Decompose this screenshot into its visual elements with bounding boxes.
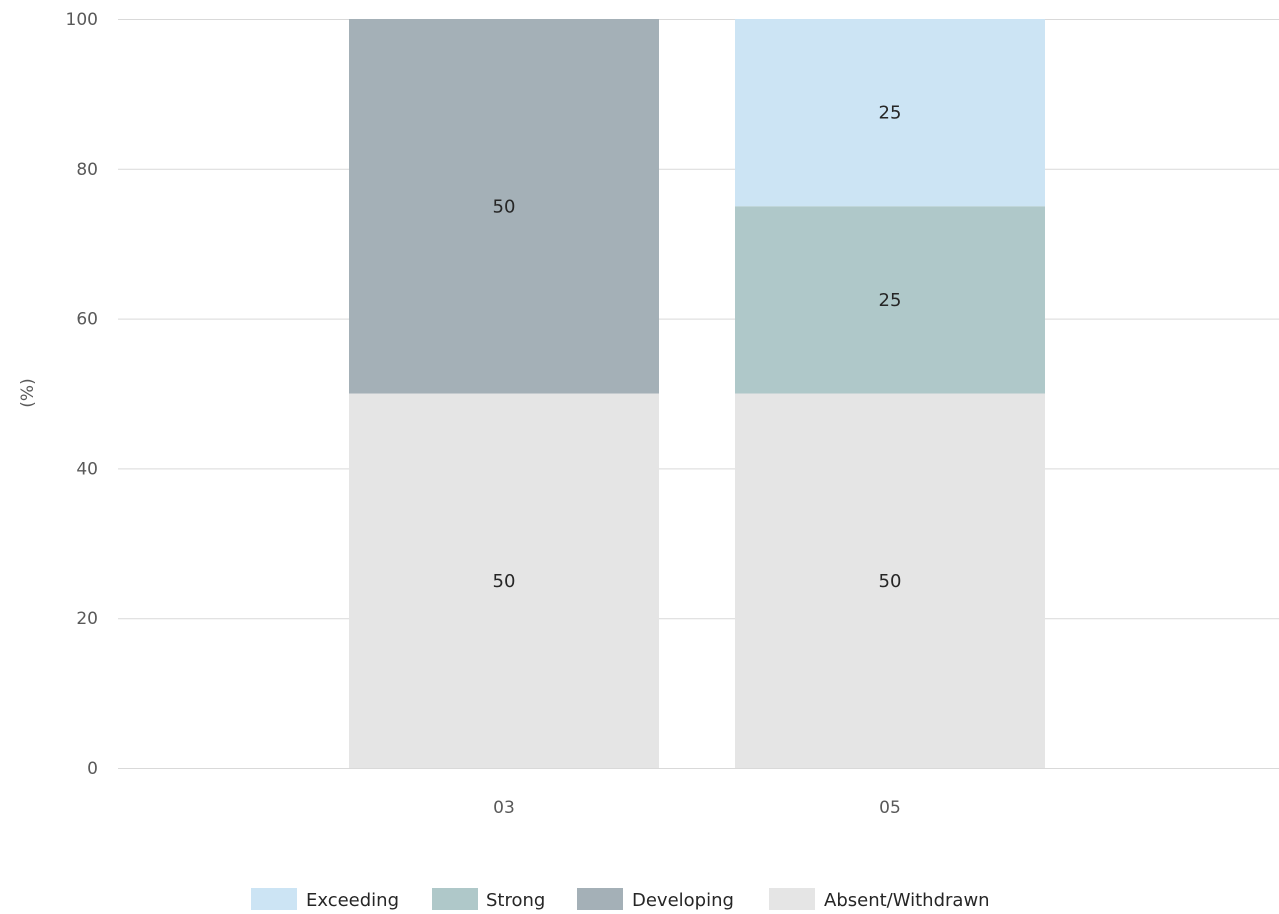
data-labels: 50 50 50 25 25 [493, 103, 902, 592]
bar-segment-absent-withdrawn-05[interactable] [735, 393, 1045, 769]
legend-swatch [432, 888, 478, 910]
y-axis-ticks: 0 20 40 60 80 100 [66, 10, 98, 779]
x-tick-label: 03 [493, 798, 515, 818]
data-label: 50 [493, 196, 516, 217]
legend-label: Developing [632, 890, 734, 911]
y-tick-label: 20 [76, 609, 98, 629]
bar-segment-strong-05[interactable] [735, 206, 1045, 394]
y-tick-label: 80 [76, 160, 98, 180]
legend-item-exceeding[interactable]: Exceeding [251, 888, 399, 911]
bar-segment-exceeding-05[interactable] [735, 19, 1045, 207]
legend-item-strong[interactable]: Strong [432, 888, 545, 911]
x-tick-label: 05 [879, 798, 901, 818]
data-label: 25 [879, 290, 902, 311]
legend-label: Exceeding [306, 890, 399, 911]
bars [349, 19, 1045, 768]
gridlines [118, 19, 1279, 769]
legend: Exceeding Strong Developing Absent/Withdraw… [251, 888, 990, 911]
bar-segment-developing-03[interactable] [349, 19, 659, 394]
y-tick-label: 0 [87, 759, 98, 779]
bar-segment-absent-withdrawn-03[interactable] [349, 393, 659, 769]
x-axis-ticks: 03 05 [493, 798, 901, 818]
legend-swatch [251, 888, 297, 910]
y-tick-label: 40 [76, 459, 98, 479]
data-label: 25 [879, 103, 902, 124]
data-label: 50 [879, 571, 902, 592]
data-label: 50 [493, 571, 516, 592]
legend-label: Strong [486, 890, 545, 911]
legend-swatch [769, 888, 815, 910]
legend-item-absent-withdrawn[interactable]: Absent/Withdrawn [769, 888, 990, 911]
y-tick-label: 100 [66, 10, 98, 30]
y-axis-title: (%) [18, 378, 38, 407]
y-tick-label: 60 [76, 310, 98, 330]
legend-label: Absent/Withdrawn [824, 890, 990, 911]
legend-swatch [577, 888, 623, 910]
legend-item-developing[interactable]: Developing [577, 888, 734, 911]
